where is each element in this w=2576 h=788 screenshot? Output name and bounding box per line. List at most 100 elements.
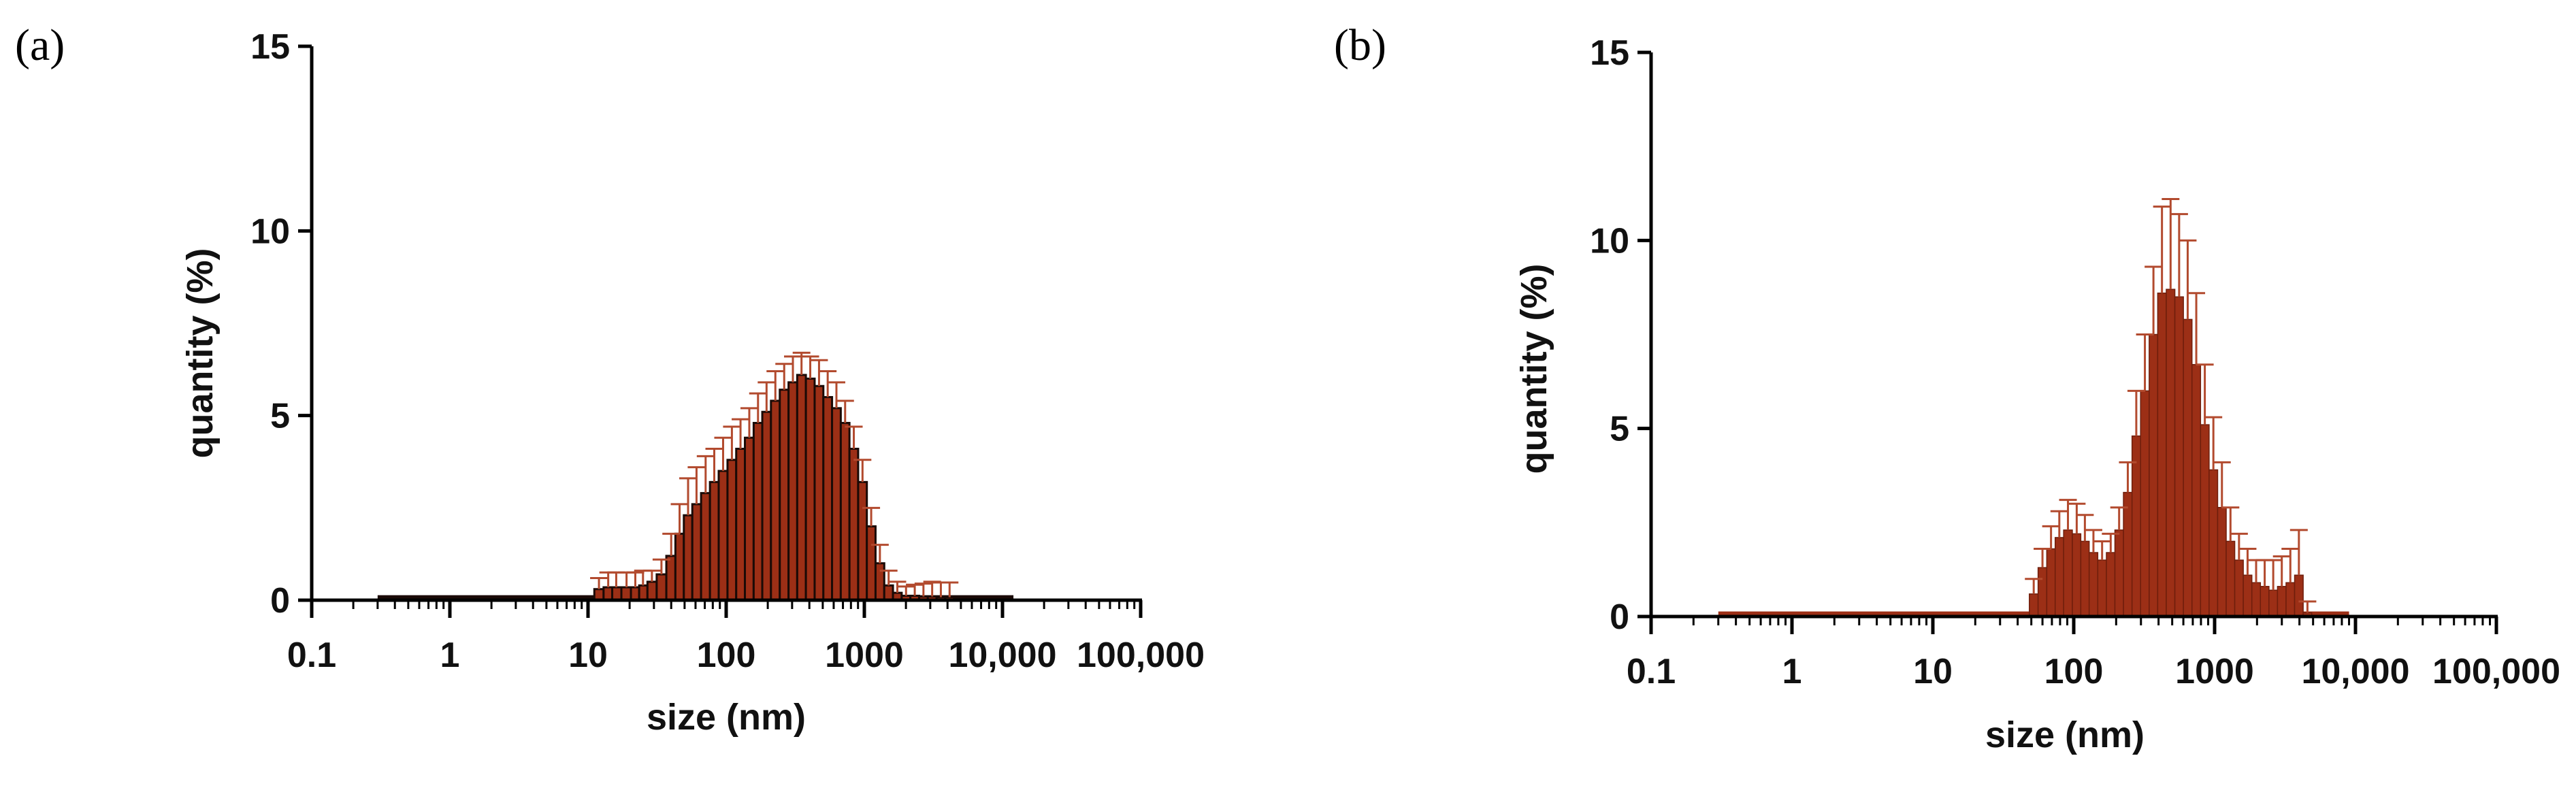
panel-b-y-tick-label: 15 [1590,33,1629,73]
panel-a-bar [655,573,668,602]
panel-b-bar [2063,529,2073,617]
panel-a-bar [620,586,632,602]
panel-a-bar [874,562,885,602]
panel-a-x-tick-label: 100 [697,636,756,675]
panel-b-bar [2080,540,2090,617]
panel-a-y-tick-label: 10 [250,212,290,251]
panel-a-bar [779,389,790,602]
panel-b-bar [2208,469,2219,617]
panel-a-bar [691,503,702,602]
panel-a-bar [866,525,877,602]
panel-b-bar [2268,589,2279,617]
panel-a-bar [674,532,685,602]
panel-b-bar [2234,559,2244,617]
panel-b-bar [2294,574,2304,617]
panel-a-x-tick-label: 1 [440,636,460,675]
panel-a-bar [700,492,711,602]
panel-b-bar [2029,593,2039,617]
panel-b-bar [2140,390,2150,617]
panel-a-bar [761,410,772,602]
chart-panel-b: (b) quantity (%) size (nm) 0 5 10 15 0.1 1 10 1… [1334,20,2560,755]
panel-a-y-axis-title: quantity (%) [180,248,221,459]
panel-a-bar [787,381,798,602]
panel-b-bar [2285,582,2296,617]
panel-a-bar [804,377,816,602]
panel-a-bar [602,586,614,602]
panel-a-bar [752,422,764,602]
panel-b-x-axis-title: size (nm) [1985,715,2145,755]
panel-b-error-bars [2025,198,2317,613]
panel-a-bar [630,586,640,602]
panel-a-bar [831,407,842,602]
panel-b-bar [2114,529,2124,617]
panel-a-error-bars [590,351,959,597]
panel-a-bar [726,459,738,602]
panel-b-bar [2174,296,2184,617]
panel-b-x-tick-label: 1000 [2175,652,2254,691]
panel-b-bars [1718,289,2349,617]
panel-b-y-tick-label: 5 [1610,410,1629,449]
panel-b-bar [2054,537,2064,617]
panel-b-x-tick-label: 1 [1782,652,1802,691]
panel-b-y-tick-label: 0 [1610,597,1629,637]
panel-a-x-tick-label: 10 [568,636,608,675]
panel-b-x-tick-label: 100 [2044,652,2104,691]
panel-a-label: (a) [15,20,65,70]
panel-a-bar [638,584,649,602]
panel-b-bar [2088,552,2099,617]
panel-b-bar [2226,540,2236,617]
panel-b-x-tick-label: 10 [1913,652,1953,691]
panel-b-x-tick-label: 0.1 [1627,652,1676,691]
panel-b-bar [2157,292,2167,617]
panel-a-x-tick-label: 100,000 [1077,636,1205,675]
panel-b-y-tick-label: 10 [1590,221,1629,261]
panel-b-bar [2123,491,2133,617]
panel-b-bar [2217,506,2227,617]
panel-a-bar [735,448,747,602]
panel-b-bar [2191,363,2202,617]
panel-a-y-tick-label: 15 [250,27,290,67]
panel-a-x-tick-label: 0.1 [287,636,336,675]
panel-a-bar [611,586,623,602]
panel-a-bar [646,580,658,602]
panel-a-bar [822,396,834,602]
panel-b-bar [2243,574,2253,617]
panel-a-x-tick-label: 1000 [825,636,904,675]
panel-a-x-axis-title: size (nm) [647,697,806,738]
panel-a-bar [857,480,868,602]
panel-b-y-axis-title: quantity (%) [1514,264,1554,474]
panel-a-axes: 0 5 10 15 0.1 1 10 100 1000 10,000 100,000 [250,27,1205,675]
panel-b-bar [2072,533,2082,617]
panel-a-bar [708,480,720,602]
panel-b-bar [2200,424,2210,617]
panel-a-y-tick-label: 0 [270,581,290,621]
panel-a-bar [744,436,755,602]
panel-b-bar [2106,552,2116,617]
panel-b-x-tick-label: 100,000 [2432,652,2560,691]
panel-a-y-tick-label: 5 [270,397,290,436]
panel-b-bar [2097,559,2107,617]
panel-b-bar [2260,586,2270,617]
panel-b-label: (b) [1334,20,1386,70]
panel-a-bar [683,514,694,602]
panel-a-bar [770,399,781,602]
panel-b-bar [2046,548,2056,617]
panel-a-bar [665,555,676,602]
panel-b-bar [2149,333,2159,617]
chart-panel-a: (a) quantity (%) size (nm) 0 5 10 15 0.1 1 10 1… [15,20,1205,738]
panel-a-bar [883,584,894,602]
panel-b-bar [2166,289,2176,617]
panel-a-bar [848,448,860,602]
panel-b-bar [2037,567,2048,617]
panel-a-bar [796,374,807,602]
panel-b-bar [2277,586,2287,617]
panel-b-bar [2183,318,2193,617]
panel-a-bar [839,422,851,602]
panel-b-axes: 0 5 10 15 0.1 1 10 100 1000 10,000 100,000 [1590,33,2560,691]
panel-a-bar [813,384,825,602]
panel-b-x-tick-label: 10,000 [2301,652,2409,691]
panel-a-bar [717,470,729,602]
panel-a-x-tick-label: 10,000 [948,636,1056,675]
panel-b-bar [2251,582,2262,617]
